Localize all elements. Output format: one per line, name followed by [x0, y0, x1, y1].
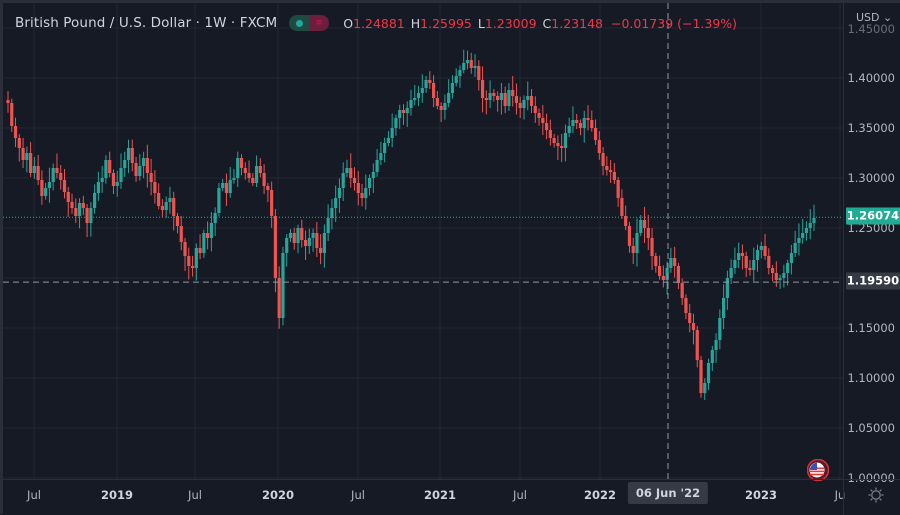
high-value: 1.25995 — [420, 15, 472, 31]
change-value: −0.01739 (−1.39%) — [610, 15, 738, 31]
time-tick-label: Jul — [351, 488, 365, 502]
time-tick-label: Jul — [188, 488, 202, 502]
price-tick-label: 1.40000 — [847, 71, 895, 85]
open-label: O — [343, 15, 354, 31]
price-tick-label: 1.05000 — [847, 421, 895, 435]
currency-selector[interactable]: USD ⌄ — [856, 11, 892, 24]
price-axis[interactable]: USD ⌄ 1.45000 1.40000 1.35000 1.30000 1.2500… — [843, 3, 900, 485]
price-tick-label: 1.15000 — [847, 321, 895, 335]
open-value: 1.24881 — [353, 15, 405, 31]
low-label: L — [477, 15, 485, 31]
us-flag-event-icon[interactable] — [807, 459, 829, 481]
gear-icon[interactable] — [867, 486, 885, 504]
green-dot-icon — [289, 15, 310, 31]
close-label: C — [542, 15, 552, 31]
red-equals-icon: ≡ — [309, 15, 330, 31]
high-label: H — [410, 15, 421, 31]
price-tick-label: 1.25000 — [847, 221, 895, 235]
time-tick-label: 2020 — [261, 488, 295, 502]
last-price-tag: 1.26074 — [846, 207, 900, 225]
price-chart-pane[interactable]: British Pound / U.S. Dollar · 1W · FXCM … — [3, 3, 843, 481]
price-tick-label: 1.35000 — [847, 121, 895, 135]
price-tick-label: 1.45000 — [847, 22, 895, 36]
market-status-toggle[interactable]: ≡ — [289, 15, 330, 31]
top-border — [0, 0, 900, 3]
price-tick-label: 1.30000 — [847, 171, 895, 185]
crosshair-price-tag: 1.19590 — [846, 272, 900, 290]
time-tick-label: Jul — [513, 488, 527, 502]
price-tick-label: 1.10000 — [847, 371, 895, 385]
crosshair-date-tag: 06 Jun '22 — [627, 482, 709, 504]
low-value: 1.23009 — [484, 15, 537, 31]
price-tick-label: 1.00000 — [847, 471, 895, 485]
axis-corner — [843, 479, 900, 515]
ohlc-values: O1.24881 H1.25995 L1.23009 C1.23148 −0.0… — [343, 16, 737, 31]
time-tick-label: 2022 — [583, 488, 617, 502]
time-tick-label: 2019 — [100, 488, 134, 502]
time-tick-label: 2021 — [423, 488, 457, 502]
symbol-legend: British Pound / U.S. Dollar · 1W · FXCM … — [15, 12, 737, 34]
candlestick-chart[interactable] — [3, 3, 843, 479]
chevron-down-icon: ⌄ — [883, 11, 893, 24]
time-tick-label: Ju — [834, 488, 846, 502]
time-axis[interactable]: Jul 2019 Jul 2020 Jul 2021 Jul 2022 2023 Ju 06 Ju… — [3, 479, 846, 515]
time-tick-label: 2023 — [744, 488, 778, 502]
currency-label: USD — [856, 11, 880, 24]
close-value: 1.23148 — [551, 15, 603, 31]
symbol-title[interactable]: British Pound / U.S. Dollar · 1W · FXCM — [15, 15, 278, 31]
left-border — [0, 0, 3, 514]
time-tick-label: Jul — [27, 488, 41, 502]
